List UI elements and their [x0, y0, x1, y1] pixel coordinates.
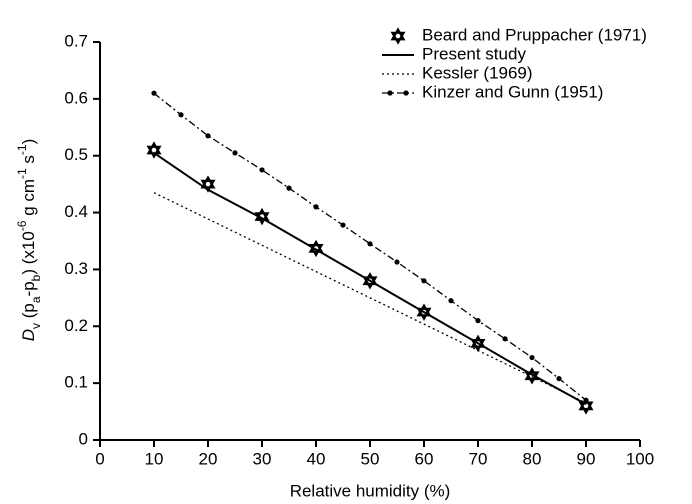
y-axis-label-part: -1	[15, 144, 29, 155]
y-tick-label: 0.3	[64, 259, 88, 278]
x-tick-label: 20	[199, 449, 218, 468]
y-axis-label: Dv (pa-pb) (x10-6 g cm-1 s-1)	[15, 139, 43, 342]
line	[153, 192, 587, 404]
x-axis-label: Relative humidity (%)	[290, 481, 451, 500]
y-tick-label: 0.1	[64, 373, 88, 392]
legend-label: Beard and Pruppacher (1971)	[422, 25, 647, 44]
point	[421, 278, 427, 284]
legend-label: Kessler (1969)	[422, 63, 533, 82]
y-axis-label-part: -1	[15, 168, 29, 179]
y-axis-label-part: )	[19, 139, 38, 145]
y-axis-label-part: D	[19, 329, 38, 341]
y-tick-label: 0.5	[64, 145, 88, 164]
y-axis-label-part: -p	[19, 281, 38, 296]
y-axis-label-part: (p	[19, 303, 38, 323]
point	[583, 397, 589, 403]
point	[448, 298, 454, 304]
x-tick-label: 10	[145, 449, 164, 468]
y-tick-label: 0.4	[64, 202, 88, 221]
marker	[254, 207, 270, 226]
x-tick-label: 0	[95, 449, 104, 468]
x-tick-label: 50	[361, 449, 380, 468]
y-axis-label-part: -6	[15, 220, 29, 231]
legend-label: Present study	[422, 44, 526, 63]
y-tick-label: 0.2	[64, 316, 88, 335]
point	[151, 90, 157, 96]
point	[259, 167, 265, 173]
x-tick-label: 70	[469, 449, 488, 468]
point	[367, 241, 373, 247]
point	[340, 222, 346, 228]
x-tick-label: 90	[577, 449, 596, 468]
y-tick-label: 0	[79, 429, 88, 448]
point	[205, 133, 211, 139]
y-tick-label: 0.7	[64, 31, 88, 50]
x-tick-label: 60	[415, 449, 434, 468]
point	[529, 354, 535, 361]
x-tick-label: 30	[253, 449, 272, 468]
x-tick-label: 100	[626, 449, 654, 468]
y-axis-label-part: s	[19, 155, 38, 168]
y-axis-label-part: g cm	[19, 179, 38, 221]
legend-marker	[387, 90, 393, 96]
x-tick-label: 40	[307, 449, 326, 468]
line	[153, 92, 587, 401]
point	[232, 150, 238, 156]
line	[153, 152, 587, 406]
y-axis-label-part: ) (x10	[19, 231, 38, 274]
legend-marker	[390, 27, 406, 45]
point	[313, 204, 319, 210]
point	[286, 185, 292, 191]
x-tick-label: 80	[523, 449, 542, 468]
point	[394, 259, 400, 265]
point	[475, 318, 481, 324]
y-axis-label-part: b	[29, 274, 43, 281]
y-axis-label-part: v	[29, 323, 43, 329]
point	[556, 375, 562, 382]
legend-label: Kinzer and Gunn (1951)	[422, 82, 603, 101]
legend-marker	[403, 90, 409, 96]
y-axis-label-part: a	[29, 296, 43, 303]
point	[502, 336, 508, 342]
point	[178, 112, 184, 118]
y-tick-label: 0.6	[64, 88, 88, 107]
